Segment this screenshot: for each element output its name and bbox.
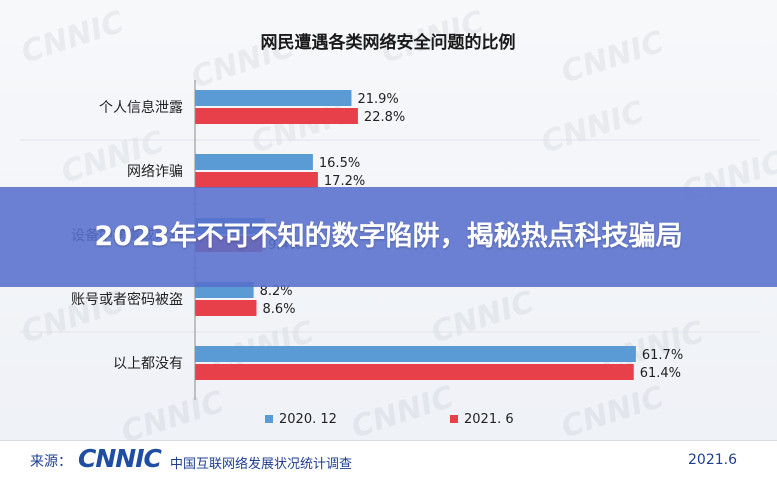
bar-series-2 (195, 300, 257, 316)
bar-series-1 (195, 346, 636, 362)
chart-title: 网民遭遇各类网络安全问题的比例 (261, 32, 516, 53)
bar-series-1 (195, 154, 313, 170)
category-label: 以上都没有 (113, 356, 183, 372)
bar-series-2 (195, 172, 318, 188)
legend-label: 2020. 12 (279, 412, 337, 427)
headline-banner: 2023年不可不知的数字陷阱，揭秘热点科技骗局 (0, 187, 777, 287)
headline-text: 2023年不可不知的数字陷阱，揭秘热点科技骗局 (94, 221, 683, 252)
source-organization: 中国互联网络发展状况统计调查 (170, 457, 353, 472)
data-label: 22.8% (364, 110, 405, 125)
legend-swatch (450, 415, 458, 423)
data-label: 61.7% (642, 348, 683, 363)
data-label: 8.6% (262, 302, 295, 317)
data-label: 16.5% (319, 156, 360, 171)
legend-label: 2021. 6 (464, 412, 514, 427)
category-label: 账号或者密码被盗 (71, 291, 183, 308)
data-label: 17.2% (324, 174, 365, 189)
cnnic-logo: CNNIC (78, 444, 162, 473)
source-date: 2021.6 (688, 452, 737, 468)
category-label: 网络诈骗 (127, 164, 183, 180)
category-label: 个人信息泄露 (99, 99, 183, 116)
data-label: 8.2% (260, 284, 293, 299)
data-label: 61.4% (640, 366, 681, 381)
bar-series-2 (195, 108, 358, 124)
bar-series-2 (195, 364, 634, 380)
source-footer: 来源： CNNIC 中国互联网络发展状况统计调查 2021.6 (0, 440, 777, 478)
legend-swatch (265, 415, 273, 423)
source-label: 来源： (30, 454, 72, 470)
data-label: 21.9% (357, 92, 398, 107)
bar-series-1 (195, 90, 352, 106)
